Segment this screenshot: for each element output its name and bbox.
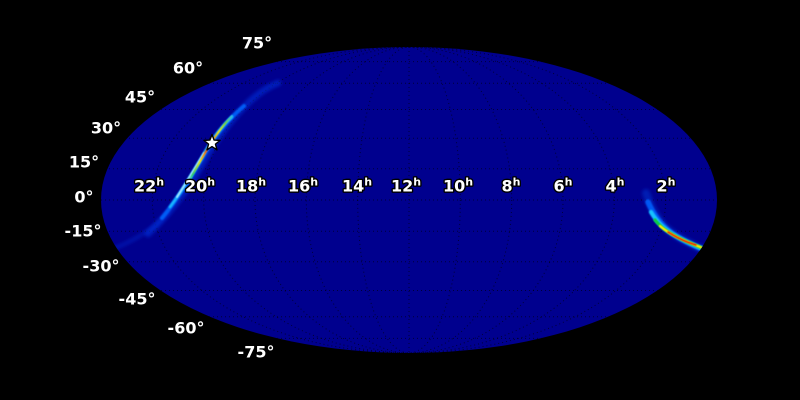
ra-tick-label: 12h [391,176,421,196]
ra-tick-label: 10h [443,176,473,196]
dec-tick-label: 0° [74,188,93,207]
dec-tick-label: -30° [83,257,120,276]
dec-tick-label: 60° [173,59,203,78]
graticule [101,47,717,353]
ra-tick-label: 20h [185,176,215,196]
star-marker [203,133,221,151]
ra-tick-labels: 22h 20h 18h 16h 14h 12h 10h 8h 6h 4h 2h [133,174,677,197]
ra-tick-label: 6h [554,176,573,196]
dec-tick-label: 30° [91,119,121,138]
dec-tick-label: -60° [168,319,205,338]
dec-tick-label: -45° [119,290,156,309]
ra-tick-label: 16h [288,176,318,196]
meridian-line [151,47,667,353]
probability-arc-south [642,189,717,258]
ra-tick-label: 18h [236,176,266,196]
dec-tick-label: -15° [65,222,102,241]
meridian-line [203,47,615,353]
dec-tick-label: 75° [242,34,272,53]
meridian-line [305,47,513,353]
dec-tick-labels: 75° 60° 45° 30° 15° 0° -15° -30° -45° -6… [63,32,276,363]
probability-arc-north [108,79,282,252]
probability-arcs [108,79,717,258]
ra-tick-label: 2h [657,176,676,196]
dec-tick-label: -75° [238,343,275,362]
dec-tick-label: 15° [69,153,99,172]
ra-tick-label: 14h [342,176,372,196]
meridian-line [254,47,564,353]
dec-tick-label: 45° [125,88,155,107]
ra-tick-label: 22h [134,176,164,196]
ra-tick-label: 4h [606,176,625,196]
meridian-line [357,47,461,353]
ra-tick-label: 8h [502,176,521,196]
